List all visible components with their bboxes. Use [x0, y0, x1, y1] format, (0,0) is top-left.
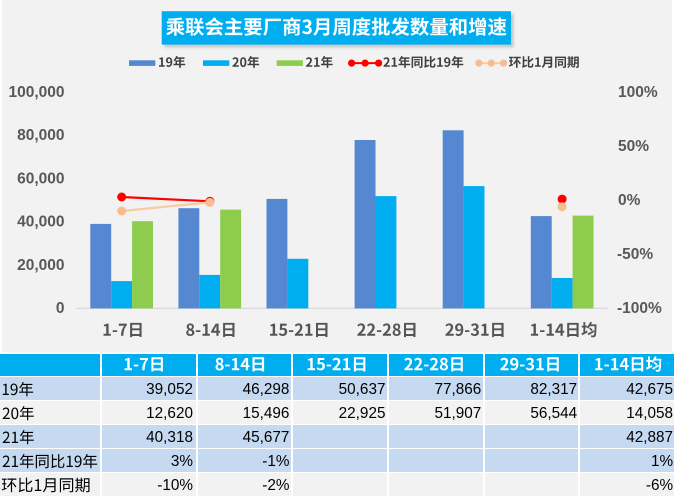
- svg-text:100,000: 100,000: [8, 84, 64, 101]
- svg-text:80,000: 80,000: [17, 127, 64, 144]
- svg-text:-100%: -100%: [617, 300, 662, 317]
- svg-text:0: 0: [56, 300, 65, 317]
- svg-text:100%: 100%: [618, 84, 658, 101]
- svg-text:-50%: -50%: [617, 246, 653, 263]
- svg-text:0%: 0%: [618, 192, 641, 209]
- svg-text:40,000: 40,000: [17, 214, 64, 231]
- svg-text:60,000: 60,000: [17, 171, 64, 188]
- svg-text:50%: 50%: [618, 138, 649, 155]
- svg-text:20,000: 20,000: [17, 257, 64, 274]
